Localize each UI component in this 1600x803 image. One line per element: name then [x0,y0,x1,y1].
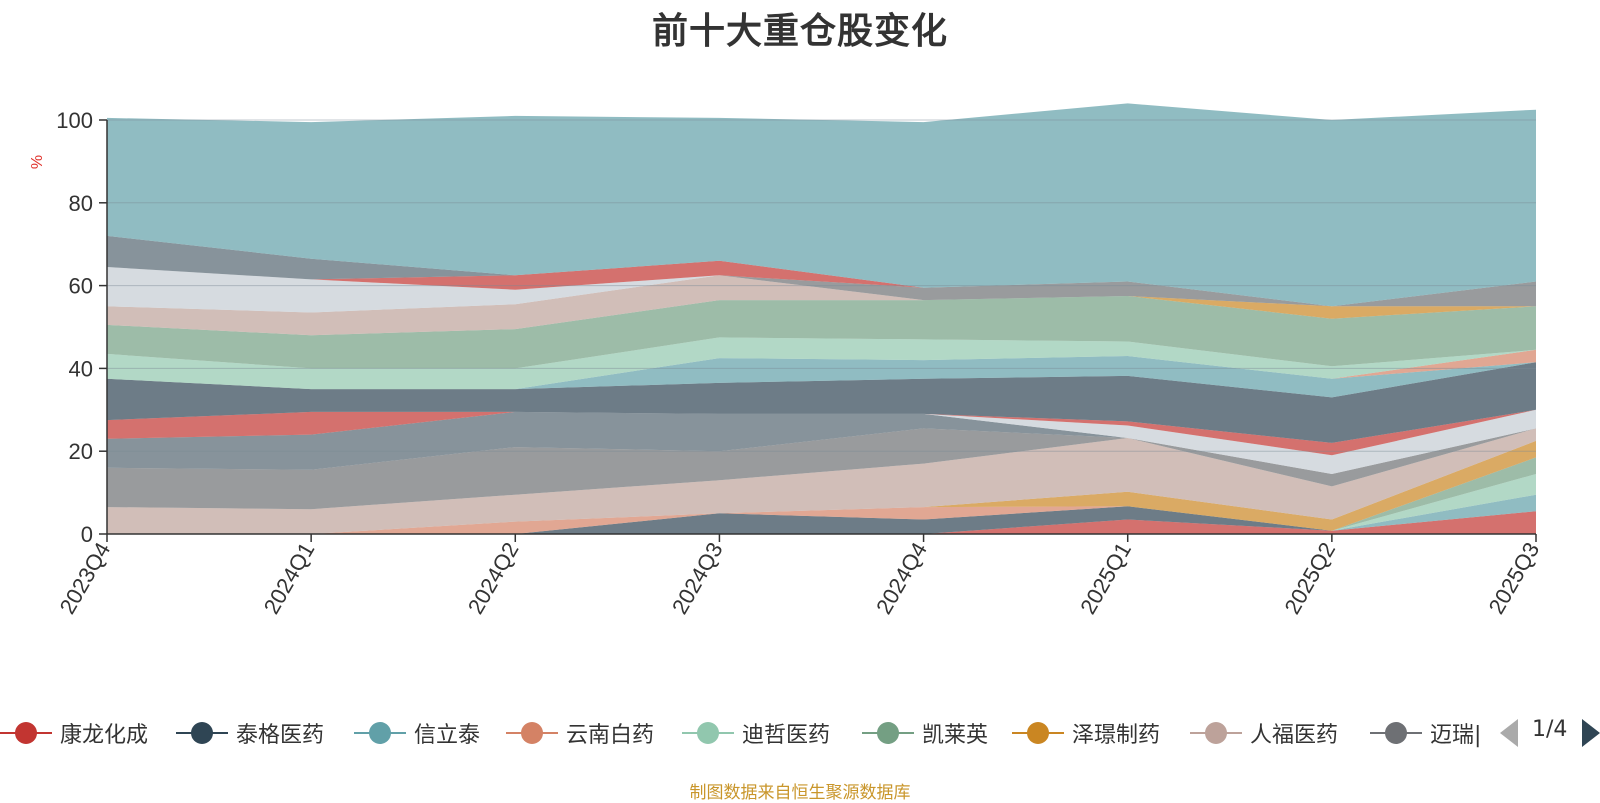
legend-item[interactable]: 泽璟制药 [1012,713,1160,753]
legend-label: 泽璟制药 [1072,723,1161,748]
legend-item[interactable]: 信立泰 [354,713,480,753]
chart-title: 前十大重仓股变化 [651,11,948,52]
legend-label: 信立泰 [414,723,481,748]
x-tick-label: 2024Q4 [871,538,932,618]
x-tick-label: 2023Q4 [55,538,116,618]
legend-symbol-icon [1012,722,1064,744]
legend-page-indicator: 1/4 [1532,717,1568,742]
x-tick-label: 2024Q3 [667,538,728,618]
legend-item[interactable]: 康龙化成 [0,713,148,753]
series-area-21 [107,267,1536,313]
series-area-24 [107,103,1536,307]
legend-label: 泰格医药 [236,723,325,748]
legend-item[interactable]: 泰格医药 [176,713,324,753]
series-area-19 [107,275,1536,336]
y-axis-label: % [29,155,46,169]
legend-symbol-icon [682,722,734,744]
legend-item[interactable]: 迪哲医药 [682,713,830,753]
legend-symbol-icon [1370,722,1422,744]
y-tick-label: 0 [81,522,93,547]
y-tick-label: 20 [69,439,93,464]
legend-item[interactable]: 迈瑞| [1370,713,1481,753]
x-tick-label: 2025Q1 [1075,538,1136,618]
legend-label: 人福医药 [1250,723,1339,748]
x-tick-label: 2024Q2 [463,538,524,618]
legend-pager: 1/4 [1500,717,1600,749]
series-area-2 [107,506,1536,534]
legend-item[interactable]: 人福医药 [1190,713,1338,753]
series-area-10 [107,411,1536,474]
legend-next-page-button[interactable] [1582,719,1600,747]
series-area-7 [107,440,1536,534]
series-area-14 [107,356,1536,398]
legend-symbol-icon [176,722,228,744]
series-area-8 [107,428,1536,534]
series-area-23 [107,235,1536,307]
x-tick-label: 2024Q1 [259,538,320,618]
grid-lines [107,119,1536,452]
series-area-16 [107,337,1536,390]
legend-label: 凯莱英 [922,723,989,748]
legend-symbol-icon [354,722,406,744]
x-tick-label: 2025Q3 [1484,538,1545,618]
series-areas [107,103,1536,534]
legend-prev-page-button[interactable] [1500,719,1518,747]
y-tick-label: 60 [69,274,93,299]
legend-symbol-icon [862,722,914,744]
legend-label: 云南白药 [566,723,655,748]
legend-item[interactable]: 云南白药 [506,713,654,753]
y-tick-label: 100 [56,108,93,133]
legend: 康龙化成 泰格医药 信立泰 云南白药 迪哲医药 凯莱英 泽璟制药 人福医药 迈瑞| [0,713,1600,753]
legend-symbol-icon [506,722,558,744]
legend-item[interactable]: 凯莱英 [862,713,988,753]
series-area-20 [107,275,1536,313]
legend-symbol-icon [1190,722,1242,744]
series-area-4 [107,494,1536,534]
data-source-note: 制图数据来自恒生聚源数据库 [689,783,911,803]
series-area-13 [107,362,1536,443]
legend-symbol-icon [0,722,52,744]
x-tick-label: 2025Q2 [1279,538,1340,618]
legend-label: 迈瑞| [1430,723,1482,748]
legend-label: 迪哲医药 [742,723,831,748]
legend-label: 康龙化成 [60,723,149,748]
series-area-1 [107,511,1536,534]
series-area-17 [107,296,1536,369]
y-tick-label: 40 [69,356,93,381]
series-area-9 [107,428,1536,510]
y-tick-label: 80 [69,191,93,216]
